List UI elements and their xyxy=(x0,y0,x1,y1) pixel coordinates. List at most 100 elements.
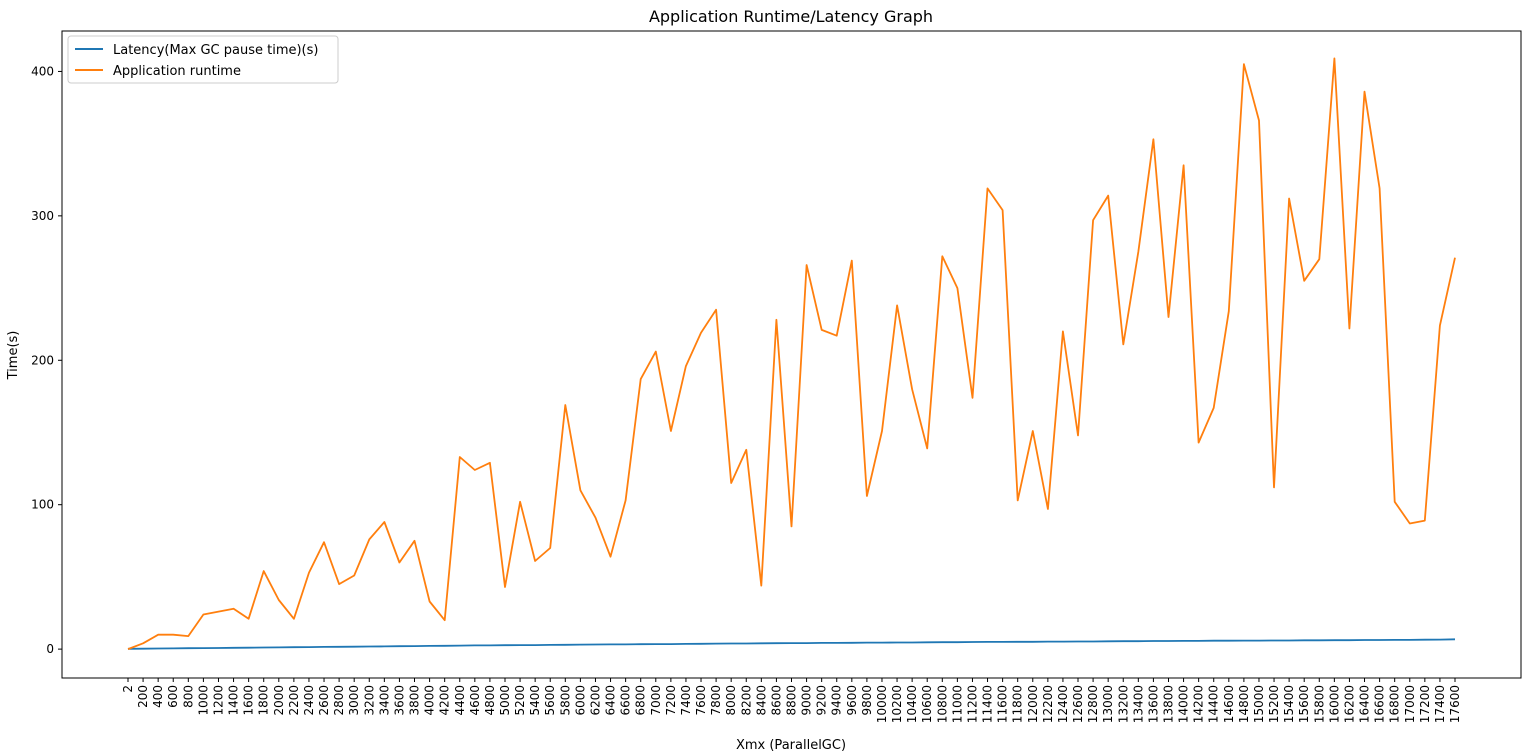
x-tick-label: 5000 xyxy=(498,685,512,716)
x-tick-label: 10600 xyxy=(920,685,934,723)
y-tick-label: 0 xyxy=(46,642,54,656)
x-tick-label: 11600 xyxy=(996,685,1010,723)
x-tick-label: 15800 xyxy=(1312,685,1326,723)
x-tick-label: 5400 xyxy=(528,685,542,716)
x-tick-label: 3000 xyxy=(347,685,361,716)
x-tick-label: 13600 xyxy=(1146,685,1160,723)
x-tick-label: 13400 xyxy=(1131,685,1145,723)
x-tick-label: 4200 xyxy=(438,685,452,716)
x-tick-label: 3200 xyxy=(362,685,376,716)
x-tick-label: 10400 xyxy=(905,685,919,723)
x-tick-label: 7600 xyxy=(694,685,708,716)
x-tick-label: 5200 xyxy=(513,685,527,716)
x-tick-label: 15400 xyxy=(1282,685,1296,723)
x-tick-label: 1000 xyxy=(196,685,210,716)
y-axis-title: Time(s) xyxy=(6,331,21,381)
x-tick-label: 17000 xyxy=(1403,685,1417,723)
x-tick-label: 6000 xyxy=(573,685,587,716)
x-tick-label: 17200 xyxy=(1418,685,1432,723)
x-axis: 2 200 400 600 800 1000 1200 1400 1600 1800 2000 220… xyxy=(121,678,1462,723)
x-tick-label: 4600 xyxy=(468,685,482,716)
x-tick-label: 16400 xyxy=(1358,685,1372,723)
y-tick-label: 300 xyxy=(31,209,54,223)
x-tick-label: 14000 xyxy=(1177,685,1191,723)
chart-title: Application Runtime/Latency Graph xyxy=(649,7,933,26)
series-line-application-runtime xyxy=(127,57,1456,650)
x-tick-label: 11400 xyxy=(981,685,995,723)
x-tick-label: 8200 xyxy=(739,685,753,716)
x-tick-label: 10200 xyxy=(890,685,904,723)
series-layer xyxy=(127,57,1456,650)
x-tick-label: 5600 xyxy=(543,685,557,716)
x-tick-label: 14200 xyxy=(1192,685,1206,723)
x-tick-label: 4800 xyxy=(483,685,497,716)
series-line-latency xyxy=(127,638,1456,650)
x-tick-label: 9800 xyxy=(860,685,874,716)
y-tick-label: 400 xyxy=(31,64,54,78)
x-tick-label: 400 xyxy=(151,685,165,708)
x-tick-label: 2400 xyxy=(302,685,316,716)
x-tick-label: 15600 xyxy=(1297,685,1311,723)
x-tick-label: 1800 xyxy=(257,685,271,716)
x-tick-label: 2600 xyxy=(317,685,331,716)
x-tick-label: 17600 xyxy=(1448,685,1462,723)
x-tick-label: 4400 xyxy=(453,685,467,716)
x-tick-label: 11000 xyxy=(950,685,964,723)
x-tick-label: 15000 xyxy=(1252,685,1266,723)
x-tick-label: 9200 xyxy=(815,685,829,716)
x-tick-label: 13200 xyxy=(1116,685,1130,723)
x-tick-label: 14600 xyxy=(1222,685,1236,723)
x-tick-label: 200 xyxy=(136,685,150,708)
x-tick-label: 16000 xyxy=(1327,685,1341,723)
x-tick-label: 3600 xyxy=(392,685,406,716)
x-tick-label: 6400 xyxy=(604,685,618,716)
x-tick-label: 15200 xyxy=(1267,685,1281,723)
x-tick-label: 7800 xyxy=(709,685,723,716)
x-tick-label: 7400 xyxy=(679,685,693,716)
x-tick-label: 2 xyxy=(121,685,135,693)
x-tick-label: 2200 xyxy=(287,685,301,716)
x-tick-label: 8400 xyxy=(754,685,768,716)
x-tick-label: 16600 xyxy=(1373,685,1387,723)
y-tick-label: 100 xyxy=(31,498,54,512)
x-tick-label: 1400 xyxy=(227,685,241,716)
x-tick-label: 11200 xyxy=(965,685,979,723)
x-tick-label: 3800 xyxy=(408,685,422,716)
x-tick-label: 8000 xyxy=(724,685,738,716)
x-tick-label: 9600 xyxy=(845,685,859,716)
x-tick-label: 14800 xyxy=(1237,685,1251,723)
x-tick-label: 1200 xyxy=(211,685,225,716)
x-tick-label: 12400 xyxy=(1056,685,1070,723)
x-tick-label: 7000 xyxy=(649,685,663,716)
x-tick-label: 8600 xyxy=(769,685,783,716)
x-tick-label: 8800 xyxy=(785,685,799,716)
x-tick-label: 13800 xyxy=(1161,685,1175,723)
x-tick-label: 14400 xyxy=(1207,685,1221,723)
x-tick-label: 16200 xyxy=(1342,685,1356,723)
x-tick-label: 2800 xyxy=(332,685,346,716)
x-tick-label: 6600 xyxy=(619,685,633,716)
x-tick-label: 12600 xyxy=(1071,685,1085,723)
x-tick-label: 5800 xyxy=(558,685,572,716)
x-tick-label: 3400 xyxy=(377,685,391,716)
x-tick-label: 10000 xyxy=(875,685,889,723)
legend-box xyxy=(67,35,339,84)
plot-frame xyxy=(61,30,1522,679)
y-tick-label: 200 xyxy=(31,353,54,367)
x-axis-title: Xmx (ParallelGC) xyxy=(736,738,846,753)
x-tick-label: 7200 xyxy=(664,685,678,716)
x-tick-label: 12000 xyxy=(1026,685,1040,723)
x-tick-label: 11800 xyxy=(1011,685,1025,723)
x-tick-label: 17400 xyxy=(1433,685,1447,723)
x-tick-label: 10800 xyxy=(935,685,949,723)
x-tick-label: 2000 xyxy=(272,685,286,716)
x-tick-label: 9400 xyxy=(830,685,844,716)
x-tick-label: 12200 xyxy=(1041,685,1055,723)
x-tick-label: 4000 xyxy=(423,685,437,716)
legend: Latency(Max GC pause time)(s) Applicatio… xyxy=(67,35,339,84)
x-tick-label: 6800 xyxy=(634,685,648,716)
x-tick-label: 1600 xyxy=(242,685,256,716)
x-tick-label: 13000 xyxy=(1101,685,1115,723)
x-tick-label: 12800 xyxy=(1086,685,1100,723)
